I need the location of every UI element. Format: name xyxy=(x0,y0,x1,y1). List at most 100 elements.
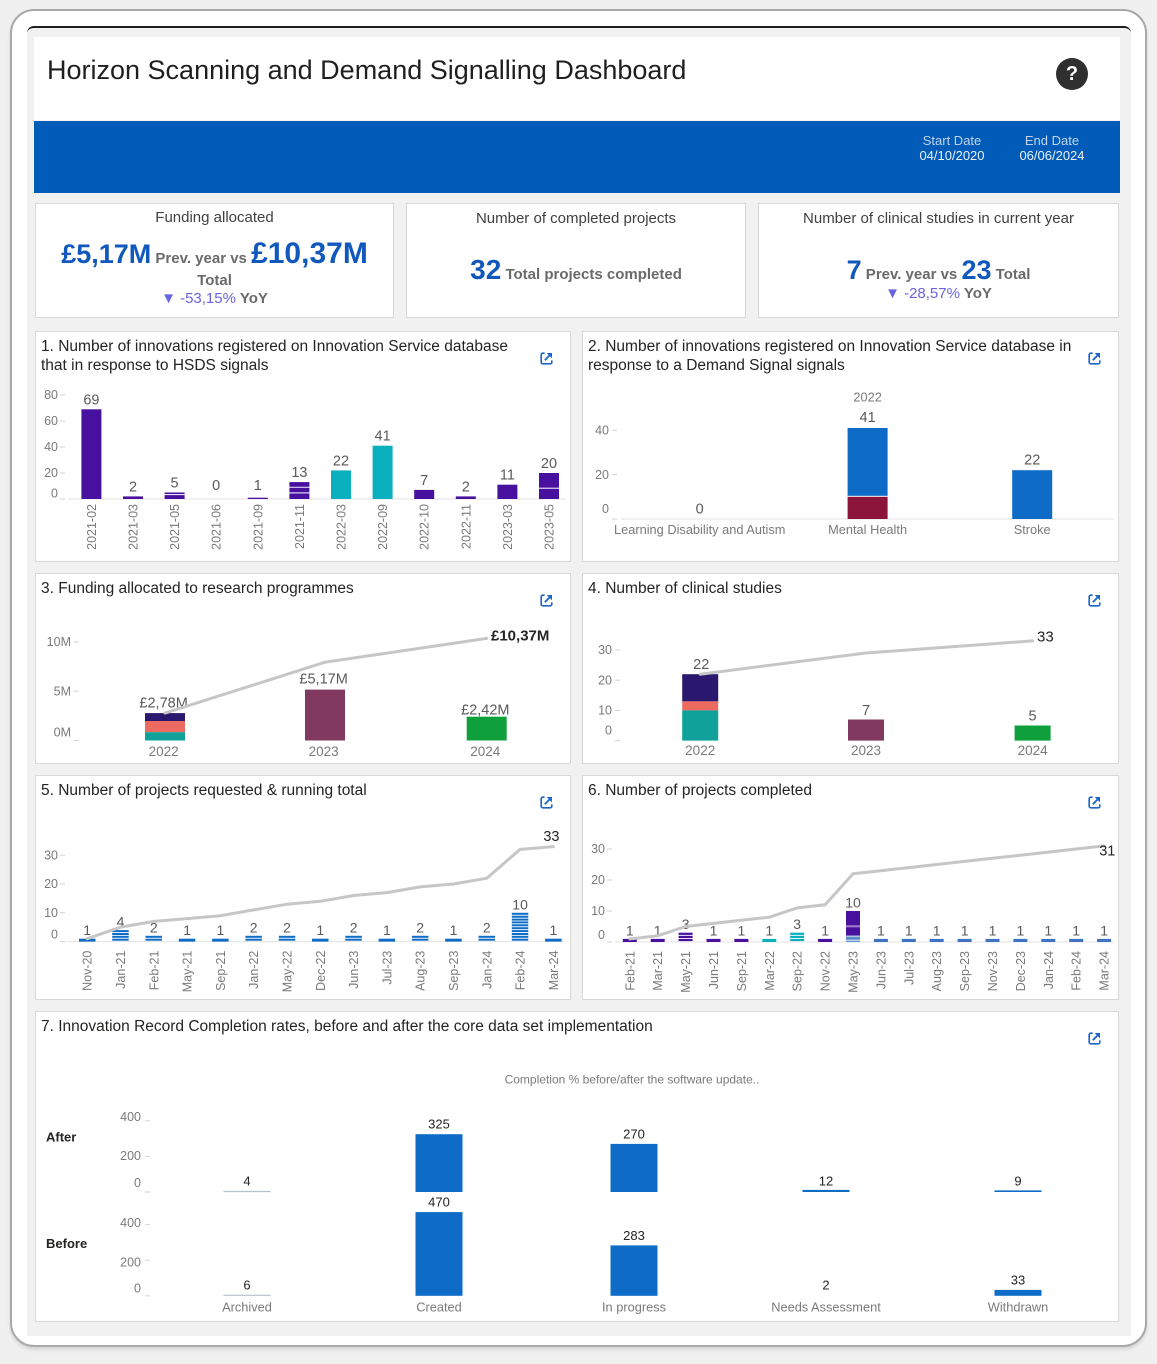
svg-text:1: 1 xyxy=(217,922,225,938)
svg-text:Jun-23: Jun-23 xyxy=(874,951,888,989)
svg-text:20: 20 xyxy=(541,456,557,472)
svg-text:Withdrawn: Withdrawn xyxy=(988,1300,1048,1315)
svg-text:1: 1 xyxy=(183,922,191,938)
svg-text:0: 0 xyxy=(51,487,58,501)
svg-text:0M: 0M xyxy=(54,726,71,740)
svg-text:2: 2 xyxy=(250,919,258,935)
svg-text:Mar-21: Mar-21 xyxy=(651,951,665,991)
svg-text:5: 5 xyxy=(1029,708,1037,724)
svg-text:Stroke: Stroke xyxy=(1014,522,1051,537)
svg-text:5M: 5M xyxy=(54,685,71,699)
svg-text:33: 33 xyxy=(1011,1272,1025,1287)
svg-text:4: 4 xyxy=(117,914,125,930)
svg-text:1: 1 xyxy=(821,922,829,938)
svg-text:22: 22 xyxy=(1024,453,1040,469)
svg-text:60: 60 xyxy=(44,414,58,428)
svg-text:10: 10 xyxy=(512,896,528,912)
svg-text:Needs Assessment: Needs Assessment xyxy=(771,1300,881,1315)
svg-text:May-23: May-23 xyxy=(847,951,861,993)
svg-text:2023-05: 2023-05 xyxy=(543,504,557,550)
svg-text:2022-11: 2022-11 xyxy=(459,504,473,549)
svg-text:1: 1 xyxy=(905,922,913,938)
svg-text:10: 10 xyxy=(845,895,861,911)
svg-text:41: 41 xyxy=(860,410,876,426)
svg-text:200: 200 xyxy=(120,1149,141,1163)
svg-text:Jan-24: Jan-24 xyxy=(480,951,494,989)
svg-text:13: 13 xyxy=(291,465,307,481)
svg-text:Learning Disability and Autism: Learning Disability and Autism xyxy=(614,522,785,537)
svg-text:1: 1 xyxy=(1017,922,1025,938)
svg-text:May-21: May-21 xyxy=(181,951,195,993)
svg-text:283: 283 xyxy=(623,1228,645,1243)
svg-text:4: 4 xyxy=(243,1174,250,1189)
svg-text:2: 2 xyxy=(462,479,470,495)
svg-text:2: 2 xyxy=(150,919,158,935)
svg-text:33: 33 xyxy=(543,829,559,845)
svg-text:20: 20 xyxy=(595,468,609,482)
svg-text:£2,42M: £2,42M xyxy=(461,702,509,718)
svg-text:2021-09: 2021-09 xyxy=(251,504,265,550)
svg-text:1: 1 xyxy=(710,922,718,938)
svg-text:Nov-23: Nov-23 xyxy=(986,951,1000,991)
svg-text:2021-06: 2021-06 xyxy=(210,504,224,550)
svg-text:80: 80 xyxy=(44,388,58,402)
svg-text:Jul-23: Jul-23 xyxy=(902,951,916,985)
svg-text:Before: Before xyxy=(46,1236,87,1251)
svg-text:2022: 2022 xyxy=(149,744,179,759)
svg-text:Feb-24: Feb-24 xyxy=(514,951,528,991)
svg-text:Jul-23: Jul-23 xyxy=(380,951,394,985)
svg-text:0: 0 xyxy=(134,1176,141,1190)
svg-text:30: 30 xyxy=(598,643,612,657)
svg-text:Feb-21: Feb-21 xyxy=(623,951,637,991)
svg-text:2023-03: 2023-03 xyxy=(501,504,515,550)
svg-text:12: 12 xyxy=(819,1174,833,1189)
svg-text:0: 0 xyxy=(598,928,605,942)
svg-text:10: 10 xyxy=(598,704,612,718)
svg-text:3: 3 xyxy=(793,916,801,932)
svg-text:May-22: May-22 xyxy=(281,951,295,993)
svg-text:Nov-22: Nov-22 xyxy=(819,951,833,991)
svg-text:Completion % before/after the: Completion % before/after the software u… xyxy=(505,1073,760,1087)
svg-text:1: 1 xyxy=(1100,922,1108,938)
svg-text:2022-03: 2022-03 xyxy=(335,504,349,550)
svg-text:Sep-21: Sep-21 xyxy=(735,951,749,991)
svg-text:2023: 2023 xyxy=(851,743,881,758)
svg-text:33: 33 xyxy=(1037,629,1054,646)
svg-text:7: 7 xyxy=(420,473,428,489)
svg-text:2024: 2024 xyxy=(470,744,501,759)
svg-text:0: 0 xyxy=(602,502,609,516)
svg-text:1: 1 xyxy=(550,922,558,938)
svg-text:2022: 2022 xyxy=(853,390,881,405)
svg-text:20: 20 xyxy=(44,466,58,480)
svg-text:0: 0 xyxy=(51,928,58,942)
svg-text:Jan-24: Jan-24 xyxy=(1042,951,1056,989)
svg-text:Aug-23: Aug-23 xyxy=(930,951,944,991)
svg-text:1: 1 xyxy=(83,922,91,938)
svg-text:2021-11: 2021-11 xyxy=(293,504,307,549)
svg-text:1: 1 xyxy=(254,478,262,494)
svg-text:1: 1 xyxy=(450,922,458,938)
svg-text:£10,37M: £10,37M xyxy=(491,628,549,645)
svg-text:£2,78M: £2,78M xyxy=(139,696,187,712)
svg-text:2022-10: 2022-10 xyxy=(418,504,432,550)
svg-text:30: 30 xyxy=(44,848,58,862)
svg-text:20: 20 xyxy=(44,877,58,891)
svg-text:1: 1 xyxy=(989,922,997,938)
svg-text:3: 3 xyxy=(682,916,690,932)
svg-text:1: 1 xyxy=(1072,922,1080,938)
svg-text:1: 1 xyxy=(961,922,969,938)
svg-text:40: 40 xyxy=(595,423,609,437)
svg-text:400: 400 xyxy=(120,1110,141,1124)
svg-text:0: 0 xyxy=(696,502,704,518)
svg-text:Sep-21: Sep-21 xyxy=(214,951,228,991)
svg-text:7: 7 xyxy=(862,703,870,719)
svg-text:2024: 2024 xyxy=(1018,743,1049,758)
svg-text:0: 0 xyxy=(212,478,220,494)
svg-text:£5,17M: £5,17M xyxy=(299,672,347,688)
svg-text:31: 31 xyxy=(1099,844,1115,860)
svg-text:325: 325 xyxy=(428,1117,450,1132)
svg-text:1: 1 xyxy=(316,922,324,938)
svg-text:1: 1 xyxy=(383,922,391,938)
svg-text:1: 1 xyxy=(877,922,885,938)
svg-text:10M: 10M xyxy=(47,635,71,649)
